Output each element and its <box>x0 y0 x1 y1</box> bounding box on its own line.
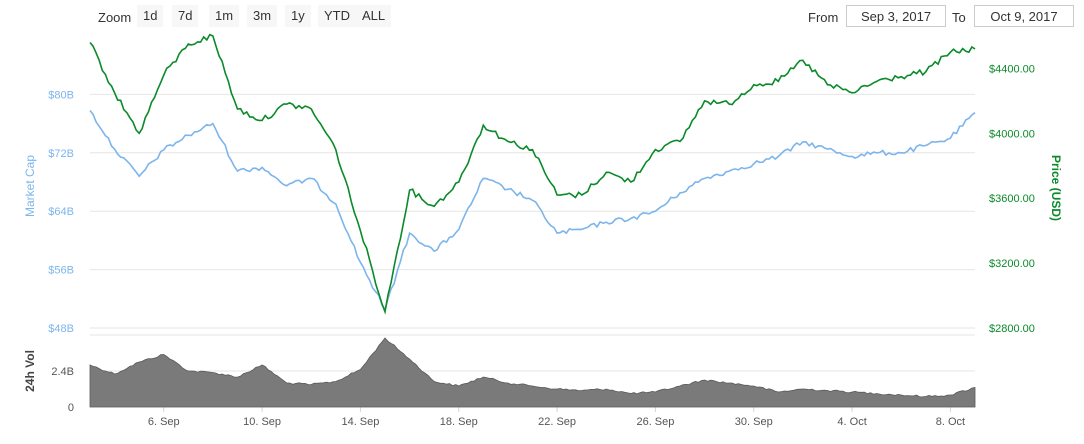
to-date-input[interactable] <box>974 5 1074 27</box>
zoom-1m-button[interactable]: 1m <box>209 5 240 27</box>
zoom-3m-button[interactable]: 3m <box>247 5 278 27</box>
y-left-tick-label: $72B <box>48 148 74 160</box>
to-label: To <box>952 10 966 25</box>
x-tick-label: 22. Sep <box>538 416 576 428</box>
y-left-tick-label: $48B <box>48 323 74 335</box>
zoom-ytd-button[interactable]: YTD <box>318 5 356 27</box>
x-tick-label: 6. Sep <box>148 416 180 428</box>
y-left-axis-label: Market Cap <box>23 155 37 217</box>
zoom-7d-button[interactable]: 7d <box>172 5 199 27</box>
tick-labels-layer: $48B $56B $64B $72B $80B $2800.00 $3200.00 $360… <box>48 63 1035 428</box>
from-label: From <box>808 10 839 25</box>
x-tick-label: 26. Sep <box>636 416 674 428</box>
x-tick-label: 18. Sep <box>440 416 478 428</box>
y-right-axis-label: Price (USD) <box>1049 155 1063 221</box>
volume-tick-label: 0 <box>68 402 74 414</box>
from-date-input[interactable] <box>846 5 946 27</box>
price-lines-layer <box>89 33 976 315</box>
y-left-tick-label: $80B <box>48 89 74 101</box>
x-tick-label: 30. Sep <box>735 416 773 428</box>
price-line <box>89 33 976 315</box>
range-selector: Zoom 1d 7d 1m 3m 1y YTD ALL From To <box>0 0 1084 36</box>
x-tick-label: 4. Oct <box>837 416 866 428</box>
y-left-tick-label: $56B <box>48 265 74 277</box>
volume-tick-label: 2.4B <box>51 366 74 378</box>
volume-area <box>89 337 976 408</box>
x-tick-label: 8. Oct <box>936 416 965 428</box>
zoom-1y-button[interactable]: 1y <box>285 5 311 27</box>
y-left-tick-label: $64B <box>48 206 74 218</box>
x-tick-label: 14. Sep <box>341 416 379 428</box>
zoom-all-button[interactable]: ALL <box>356 5 392 27</box>
volume-area-layer <box>89 337 976 408</box>
x-tick-label: 10. Sep <box>243 416 281 428</box>
zoom-1d-button[interactable]: 1d <box>137 5 164 27</box>
y-right-tick-label: $3600.00 <box>989 193 1035 205</box>
y-right-tick-label: $4400.00 <box>989 63 1035 75</box>
zoom-label: Zoom <box>98 10 132 25</box>
y-right-tick-label: $2800.00 <box>989 323 1035 335</box>
market-cap-line <box>89 110 976 312</box>
y-right-tick-label: $4000.00 <box>989 128 1035 140</box>
y-right-tick-label: $3200.00 <box>989 258 1035 270</box>
volume-axis-label: 24h Vol <box>23 350 37 392</box>
